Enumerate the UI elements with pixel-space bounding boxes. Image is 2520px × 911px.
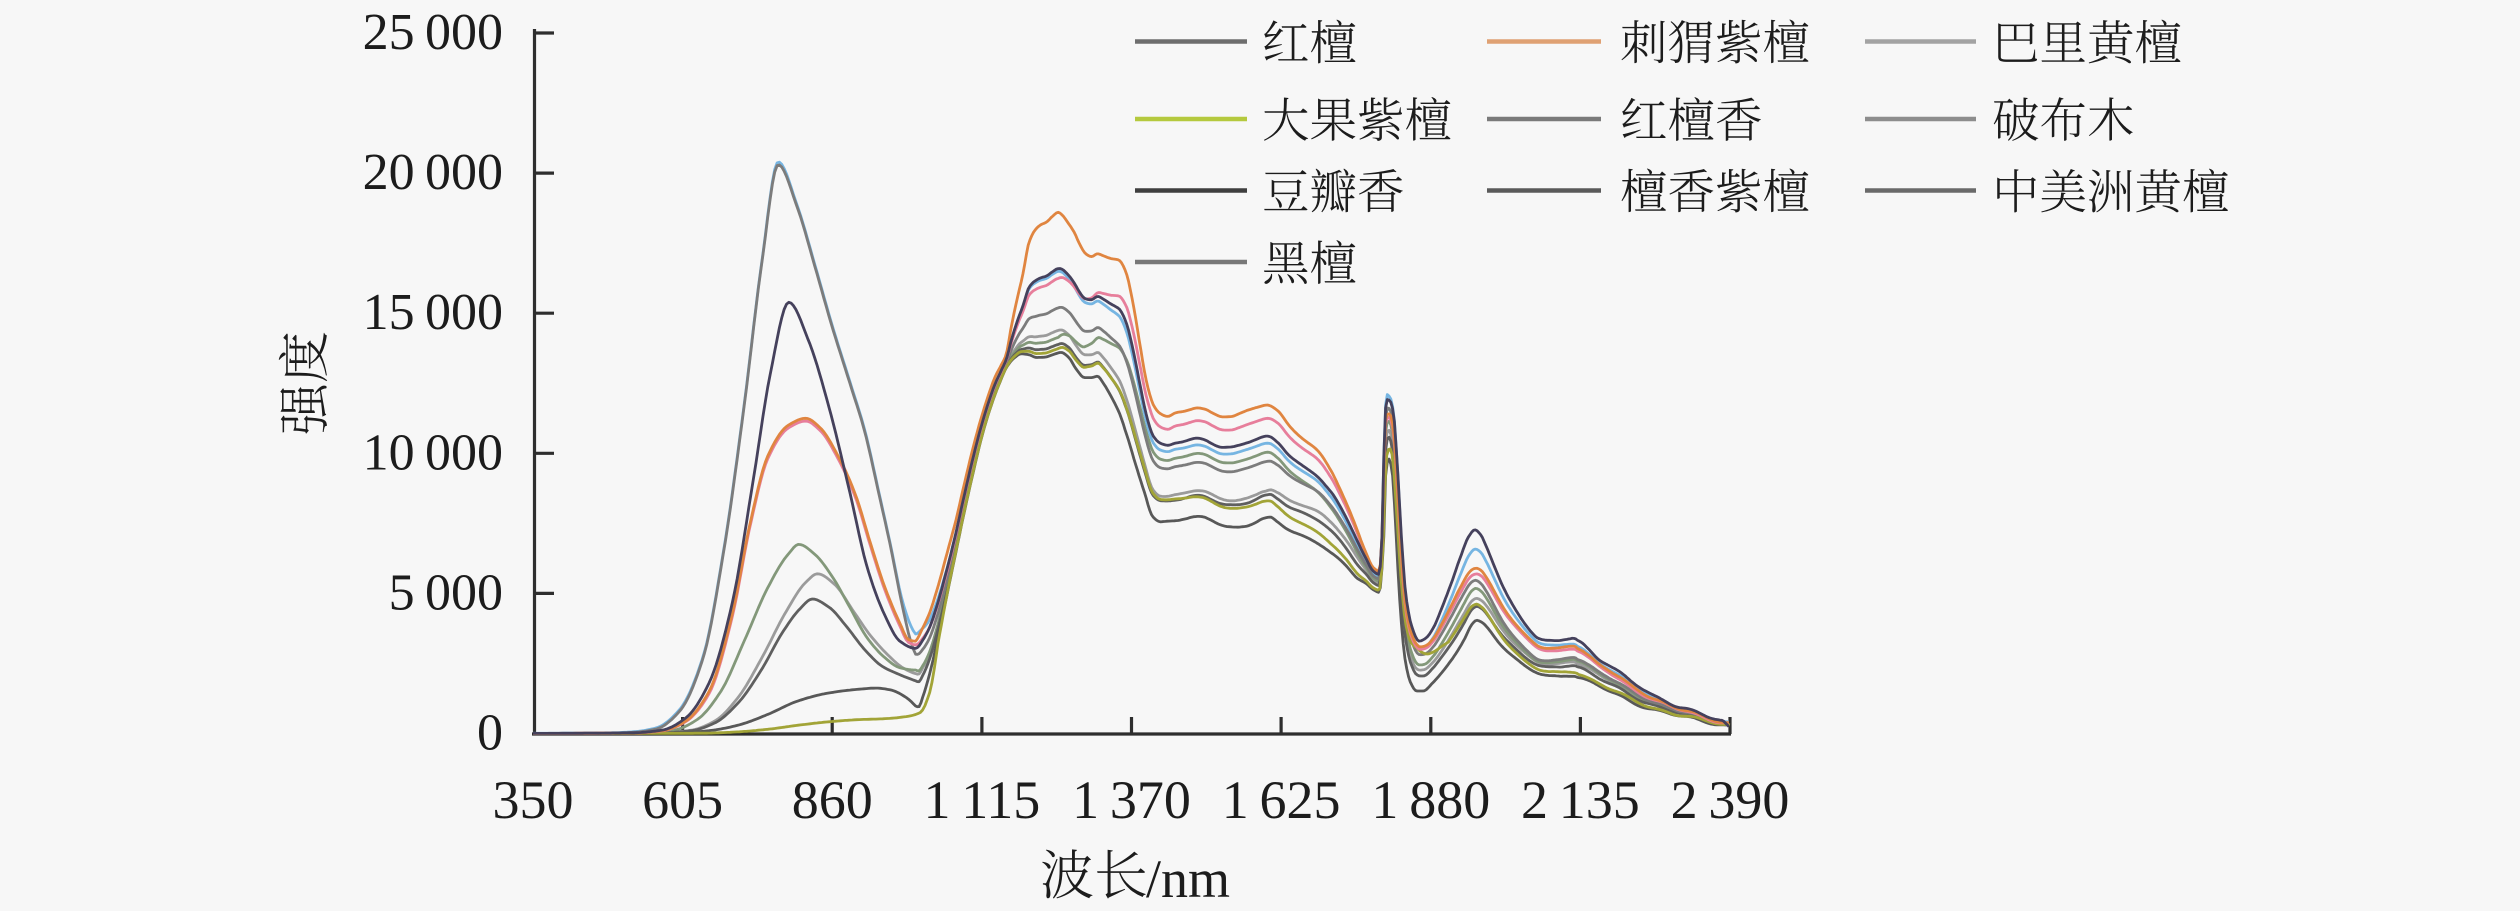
svg-text:1 880: 1 880 [1371, 770, 1490, 830]
svg-text:1 115: 1 115 [923, 770, 1040, 830]
svg-text:25 000: 25 000 [363, 4, 503, 61]
svg-text:20 000: 20 000 [363, 144, 503, 201]
svg-text:/nm: /nm [1146, 849, 1230, 906]
svg-text:0: 0 [477, 705, 503, 762]
svg-text:1 370: 1 370 [1072, 770, 1191, 830]
svg-text:350: 350 [493, 770, 574, 830]
svg-text:10 000: 10 000 [363, 424, 503, 481]
svg-text:1 625: 1 625 [1222, 770, 1341, 830]
svg-text:5 000: 5 000 [389, 564, 503, 621]
svg-text:605: 605 [642, 770, 723, 830]
svg-text:2 135: 2 135 [1521, 770, 1640, 830]
svg-text:15 000: 15 000 [363, 284, 503, 341]
svg-text:860: 860 [792, 770, 873, 830]
svg-text:2 390: 2 390 [1671, 770, 1790, 830]
